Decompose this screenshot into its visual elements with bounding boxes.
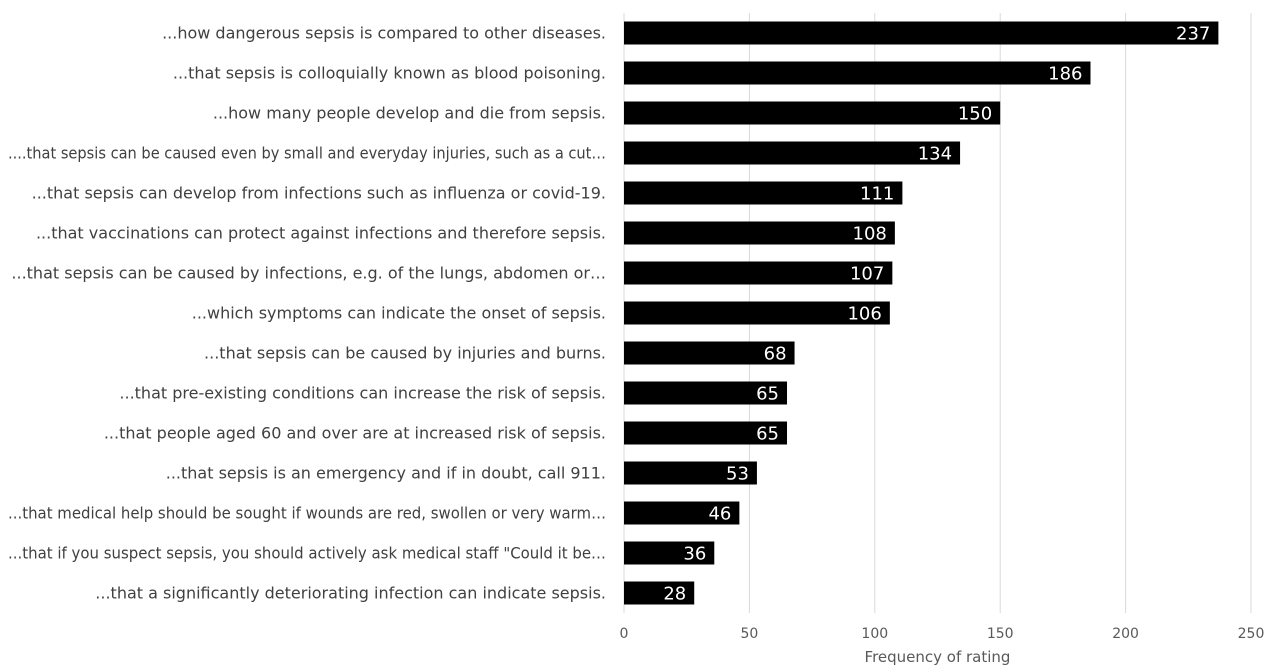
category-label: ...that pre-existing conditions can incr… [119,384,606,403]
bar-value-label: 36 [683,544,706,565]
bar-value-label: 46 [708,504,731,525]
x-tick-label: 100 [861,626,888,642]
bar [624,61,1091,85]
category-label: ...that people aged 60 and over are at i… [104,424,606,443]
x-tick-labels: 0 50 100 150 200 250 [620,626,1264,642]
bar-value-label: 150 [958,104,992,125]
category-label: ...that sepsis can develop from infectio… [32,184,606,203]
bar-value-label: 111 [860,184,894,205]
bar [624,501,740,525]
x-axis-label: Frequency of rating [865,648,1011,666]
bar-value-label: 53 [726,464,749,485]
bar-value-label: 108 [853,224,887,245]
bar-value-label: 237 [1176,24,1210,45]
bar-value-label: 65 [756,384,779,405]
bar [624,421,788,445]
bar [624,341,795,365]
category-label: ...that if you suspect sepsis, you shoul… [8,544,606,563]
category-label: ...which symptoms can indicate the onset… [192,304,606,323]
bar [624,301,890,325]
bar-value-label: 65 [756,424,779,445]
bar [624,261,893,285]
bar [624,381,788,405]
bar [624,461,757,485]
category-label: ...that medical help should be sought if… [8,504,606,523]
category-labels: ...how dangerous sepsis is compared to o… [8,24,606,603]
category-label: ...how dangerous sepsis is compared to o… [162,24,606,43]
bar-value-label: 28 [663,584,686,605]
category-label: ...that a significantly deteriorating in… [95,584,606,603]
bar [624,21,1219,45]
x-tick-label: 150 [987,626,1014,642]
x-tick-label: 200 [1112,626,1139,642]
bar-value-label: 186 [1048,64,1082,85]
bar [624,101,1001,125]
category-label: ....that sepsis can be caused even by sm… [8,144,606,163]
category-label: ...that sepsis can be caused by infectio… [11,264,606,283]
bar [624,541,715,565]
x-tick-label: 0 [620,626,629,642]
category-label: ...that vaccinations can protect against… [36,224,606,243]
category-label: ...that sepsis can be caused by injuries… [204,344,606,363]
bar [624,221,895,245]
category-label: ...that sepsis is an emergency and if in… [166,464,606,483]
bar-value-label: 106 [847,304,881,325]
x-tick-label: 250 [1238,626,1264,642]
x-tick-label: 50 [740,626,758,642]
bar [624,581,695,605]
category-label: ...that sepsis is colloquially known as … [173,64,606,83]
bar-value-label: 134 [918,144,952,165]
category-label: ...how many people develop and die from … [213,104,606,123]
bar [624,141,961,165]
bar [624,181,903,205]
bar-value-label: 107 [850,264,884,285]
bar-value-label: 68 [764,344,787,365]
